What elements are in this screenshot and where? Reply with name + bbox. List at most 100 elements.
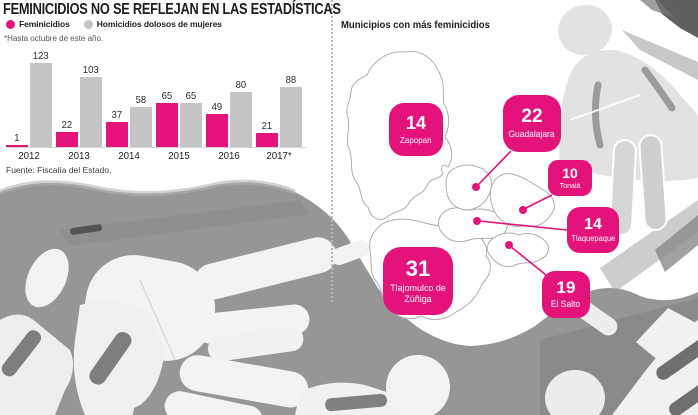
callout-name: Tlaquepaque xyxy=(571,234,615,244)
brush-edge-streak xyxy=(0,179,296,197)
brush-dash xyxy=(70,224,103,235)
connector-elsalto xyxy=(509,245,547,276)
bar-value-label: 65 xyxy=(161,89,173,102)
figure-arm xyxy=(194,237,337,300)
bar-feminicidios-2012 xyxy=(6,145,28,147)
bar-col: 123 xyxy=(30,49,52,147)
callout-name: El Salto xyxy=(551,298,581,309)
brush-texture xyxy=(60,200,310,246)
brush-streak-right2 xyxy=(655,215,698,272)
figure-leg xyxy=(179,355,309,408)
paper-figure-bottom-center xyxy=(207,326,450,415)
bar-chart: 1 123 22 103 37 58 65 65 49 80 21 88 2012 2013 2014 20… xyxy=(6,49,306,162)
x-axis-tick-2013: 2013 xyxy=(68,150,90,162)
bar-feminicidios-2014 xyxy=(106,122,128,147)
slot xyxy=(325,393,387,412)
bar-col: 65 xyxy=(180,89,202,147)
callout-value: 19 xyxy=(556,278,576,298)
bar-col: 65 xyxy=(156,89,178,147)
brush-streak-right xyxy=(600,200,698,292)
callout-value: 10 xyxy=(562,164,578,181)
figure-arm xyxy=(207,326,304,362)
bar-feminicidios-2013 xyxy=(56,132,78,147)
bar-col: 22 xyxy=(56,65,78,147)
bar-homicidios-2017* xyxy=(280,87,302,147)
map-region-elsalto xyxy=(486,232,549,268)
bar-col: 88 xyxy=(280,74,302,147)
callout-name: Guadalajara xyxy=(508,129,556,139)
bar-group-2017*: 21 88 xyxy=(256,74,302,147)
map-marker-guadalajara xyxy=(472,183,480,191)
figure-hand xyxy=(330,239,370,266)
feminicidios-dot-icon xyxy=(6,19,15,29)
bar-homicidios-2014 xyxy=(130,107,152,147)
bar-value-label: 49 xyxy=(211,100,223,113)
bar-value-label: 37 xyxy=(111,108,123,121)
footnote: *Hasta octubre de este año. xyxy=(4,34,104,43)
map-panel-title: Municipios con más feminicidios xyxy=(341,20,490,31)
map-marker-tonala xyxy=(519,206,527,214)
brush-streak-top xyxy=(622,30,698,80)
paper-figure-top-right xyxy=(558,4,698,292)
bar-value-label: 103 xyxy=(83,63,99,76)
callout-value: 31 xyxy=(405,255,431,281)
bar-col: 1 xyxy=(6,51,28,147)
map-marker-tlaquepaque xyxy=(473,217,481,225)
connector-tlaquepaque xyxy=(478,220,568,231)
callout-name: Tlajomulco de Zúñiga xyxy=(390,283,446,305)
map-region-guadalajara xyxy=(445,164,492,211)
figure-head xyxy=(25,248,69,308)
figure-leg xyxy=(609,139,637,236)
bar-group-2012: 1 123 xyxy=(6,49,52,147)
x-axis-tick-2016: 2016 xyxy=(218,150,240,162)
callout-tonala: 10 Tonalá xyxy=(548,160,592,196)
figure-leg2 xyxy=(164,391,264,415)
callout-tlaquepaque: 14 Tlaquepaque xyxy=(567,207,619,253)
callout-zapopan: 14 Zapopan xyxy=(389,103,443,156)
bar-feminicidios-2016 xyxy=(206,114,228,147)
bar-value-label: 22 xyxy=(61,118,73,131)
x-axis-tick-2015: 2015 xyxy=(168,150,190,162)
callout-name: Zapopan xyxy=(400,134,432,145)
bar-homicidios-2012 xyxy=(30,63,52,147)
bar-feminicidios-2017* xyxy=(256,133,278,147)
homicidios-dot-icon xyxy=(83,19,93,29)
x-axis-tick-2017*: 2017* xyxy=(266,150,292,162)
bar-homicidios-2013 xyxy=(80,77,102,147)
slot xyxy=(656,338,698,380)
bar-col: 58 xyxy=(130,93,152,147)
slot2 xyxy=(89,331,132,385)
slot xyxy=(1,330,42,377)
bar-group-2014: 37 58 xyxy=(106,93,152,147)
arm-slot xyxy=(591,81,604,149)
bar-homicidios-2016 xyxy=(230,92,252,147)
bar-value-label: 58 xyxy=(135,93,147,106)
legend-item-homicidios: Homicidios dolosos de mujeres xyxy=(83,19,222,29)
arm-slot2 xyxy=(641,66,676,112)
chart-legend: Feminicidios Homicidios dolosos de mujer… xyxy=(6,19,222,29)
bar-homicidios-2015 xyxy=(180,103,202,147)
x-axis-labels: 2012 2013 2014 2015 2016 2017* xyxy=(6,150,306,162)
bar-group-2016: 49 80 xyxy=(206,79,252,147)
bar-value-label: 1 xyxy=(14,131,20,144)
x-axis-tick-2014: 2014 xyxy=(118,150,140,162)
bar-group-2013: 22 103 xyxy=(56,63,102,147)
bar-value-label: 65 xyxy=(185,89,197,102)
legend-label: Homicidios dolosos de mujeres xyxy=(96,19,222,29)
bar-col: 49 xyxy=(206,80,228,147)
panel-divider xyxy=(331,0,333,302)
bar-value-label: 123 xyxy=(33,49,49,62)
connector-tonala xyxy=(523,194,553,210)
slot2 xyxy=(669,369,698,415)
map-marker-elsalto xyxy=(505,241,513,249)
callout-guadalajara: 22 Guadalajara xyxy=(503,95,561,152)
bar-value-label: 21 xyxy=(261,119,273,132)
source-credit: Fuente: Fiscalía del Estado. xyxy=(6,165,112,175)
callout-value: 14 xyxy=(405,112,427,133)
map-region-tonala xyxy=(489,173,555,228)
bar-group-2015: 65 65 xyxy=(156,89,202,147)
municipalities-map xyxy=(346,50,568,320)
x-axis-tick-2012: 2012 xyxy=(18,150,40,162)
brush-stroke-corner2 xyxy=(640,0,675,18)
